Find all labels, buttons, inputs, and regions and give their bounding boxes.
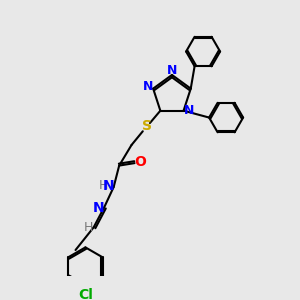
Text: H: H xyxy=(83,221,93,234)
Text: N: N xyxy=(167,64,177,77)
Text: Cl: Cl xyxy=(78,288,93,300)
Text: N: N xyxy=(184,104,194,117)
Text: H: H xyxy=(99,179,108,192)
Text: N: N xyxy=(142,80,153,93)
Text: N: N xyxy=(93,201,104,215)
Text: N: N xyxy=(102,178,114,193)
Text: O: O xyxy=(134,155,146,169)
Text: S: S xyxy=(142,119,152,133)
